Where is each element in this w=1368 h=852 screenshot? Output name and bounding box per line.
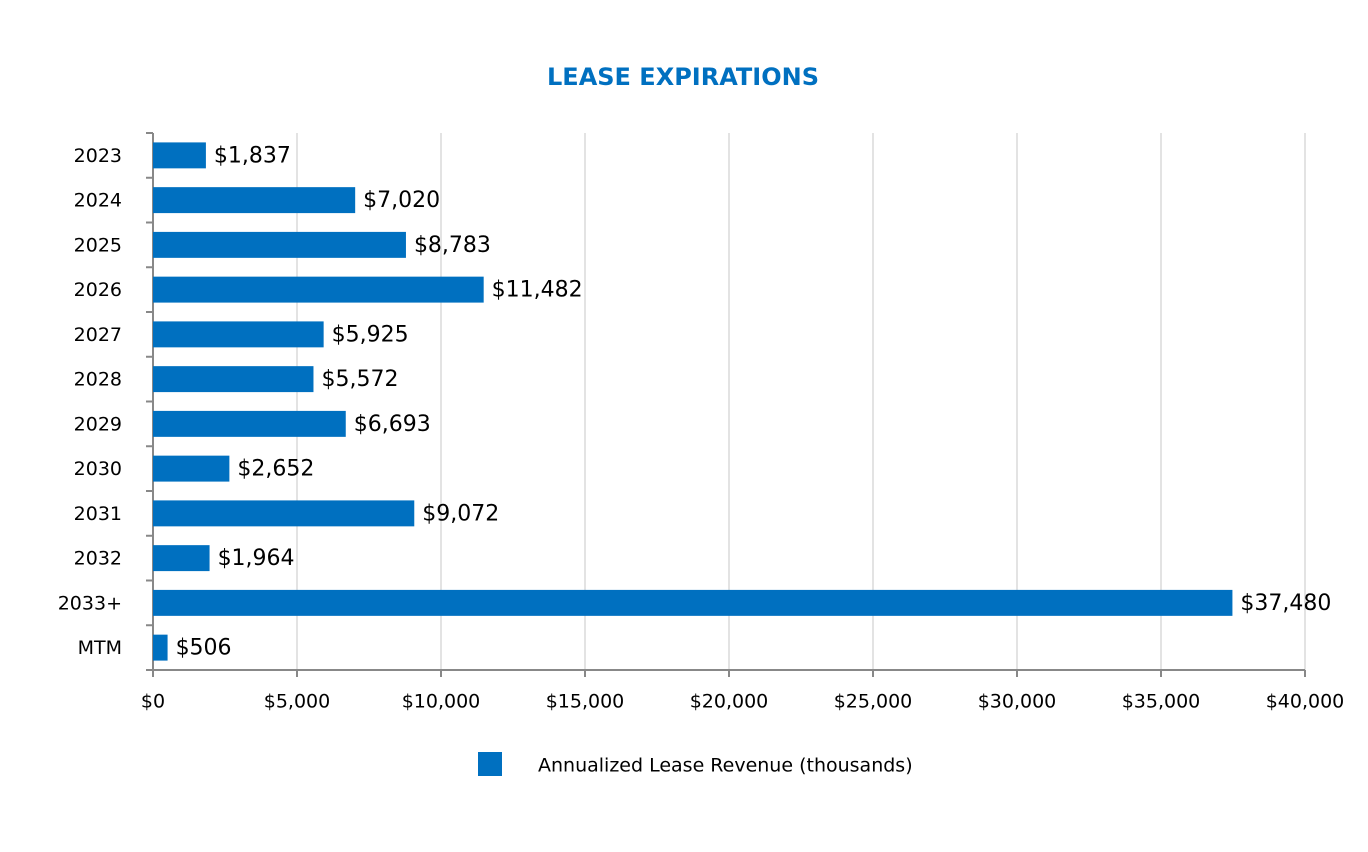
value-label: $2,652 xyxy=(237,457,314,482)
x-tick-label: $20,000 xyxy=(690,691,769,713)
bar xyxy=(153,142,206,169)
bar xyxy=(153,231,406,258)
value-label: $1,837 xyxy=(214,143,291,168)
x-tick-label: $40,000 xyxy=(1266,691,1345,713)
value-label: $37,480 xyxy=(1240,591,1331,616)
bar xyxy=(153,634,168,661)
x-tick-label: $10,000 xyxy=(402,691,481,713)
value-label: $9,072 xyxy=(422,501,499,526)
value-label: $7,020 xyxy=(363,188,440,213)
bar xyxy=(153,545,210,572)
y-tick-label: 2023 xyxy=(74,145,122,167)
bar xyxy=(153,410,346,437)
bar xyxy=(153,187,356,214)
bar xyxy=(153,589,1233,616)
y-tick-label: 2032 xyxy=(74,548,122,570)
legend-swatch xyxy=(478,752,502,776)
bar xyxy=(153,366,314,393)
x-tick-label: $25,000 xyxy=(834,691,913,713)
value-label: $5,572 xyxy=(321,367,398,392)
y-tick-label: 2030 xyxy=(74,458,122,480)
value-label: $6,693 xyxy=(354,412,431,437)
x-tick-label: $5,000 xyxy=(264,691,330,713)
y-tick-label: 2026 xyxy=(74,279,122,301)
value-label: $8,783 xyxy=(414,233,491,258)
x-tick-label: $15,000 xyxy=(546,691,625,713)
bar xyxy=(153,321,324,348)
y-tick-label: 2028 xyxy=(74,369,122,391)
value-label: $506 xyxy=(176,636,232,661)
bar xyxy=(153,455,230,482)
x-tick-label: $0 xyxy=(141,691,165,713)
legend-label: Annualized Lease Revenue (thousands) xyxy=(538,755,913,777)
y-tick-label: 2027 xyxy=(74,324,122,346)
value-label: $5,925 xyxy=(332,322,409,347)
y-tick-label: 2025 xyxy=(74,234,122,256)
value-label: $1,964 xyxy=(218,546,295,571)
bar xyxy=(153,276,484,303)
value-label: $11,482 xyxy=(492,278,583,303)
y-tick-label: MTM xyxy=(78,637,122,659)
x-tick-label: $30,000 xyxy=(978,691,1057,713)
y-tick-label: 2033+ xyxy=(58,592,122,614)
y-tick-label: 2024 xyxy=(74,190,122,212)
x-tick-label: $35,000 xyxy=(1122,691,1201,713)
y-tick-label: 2029 xyxy=(74,413,122,435)
bar xyxy=(153,500,415,527)
y-tick-label: 2031 xyxy=(74,503,122,525)
chart-title: LEASE EXPIRATIONS xyxy=(547,63,819,91)
